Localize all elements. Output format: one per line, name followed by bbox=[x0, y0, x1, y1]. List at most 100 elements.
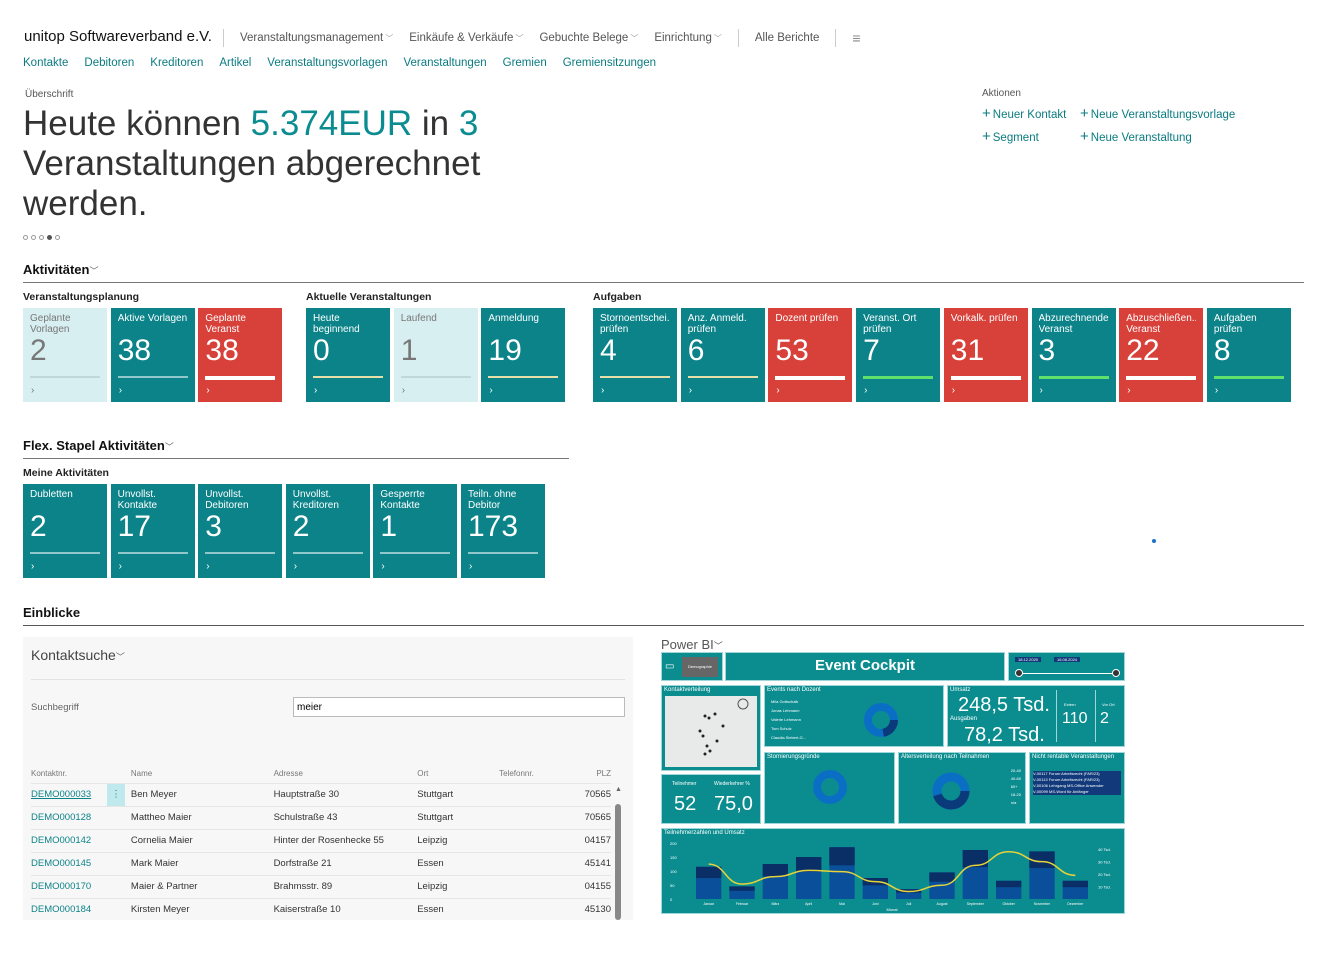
column-header[interactable]: Kontaktnr. bbox=[31, 769, 68, 779]
column-header[interactable] bbox=[107, 765, 131, 783]
headline-pager[interactable] bbox=[23, 235, 60, 240]
pager-dot-active[interactable] bbox=[47, 235, 52, 240]
contact-no-link[interactable]: DEMO000145 bbox=[31, 851, 107, 875]
subnav-link[interactable]: Kreditoren bbox=[150, 57, 204, 69]
activity-tile[interactable]: Veranst. Ort prüfen 7 › bbox=[856, 308, 941, 402]
activity-tile[interactable]: Aktive Vorlagen 38 › bbox=[110, 308, 195, 402]
contact-no-link[interactable]: DEMO000184 bbox=[31, 897, 107, 921]
hamburger-icon[interactable]: ≡ bbox=[852, 30, 861, 46]
subnav-link[interactable]: Artikel bbox=[219, 57, 252, 69]
subnav-link[interactable]: Veranstaltungen bbox=[403, 57, 487, 69]
flex-activity-tile[interactable]: Unvollst. Kontakte 17 › bbox=[110, 484, 195, 578]
row-actions-cell[interactable] bbox=[106, 874, 131, 898]
chevron-down-icon: ﹀ bbox=[385, 34, 394, 43]
action-segment[interactable]: + Segment bbox=[982, 128, 1080, 145]
tile-label: Abzuschließen... Veranst bbox=[1126, 313, 1197, 335]
date-from[interactable]: 18.12.2020 bbox=[1015, 657, 1042, 662]
comment-icon[interactable]: ▭ bbox=[665, 661, 675, 672]
flex-activity-tile[interactable]: Unvollst. Debitoren 3 › bbox=[198, 484, 283, 578]
all-reports-link[interactable]: Alle Berichte bbox=[754, 32, 820, 44]
subnav-link[interactable]: Gremiensitzungen bbox=[562, 57, 657, 69]
table-row[interactable]: DEMO000170 Maier & Partner Brahmsstr. 89… bbox=[31, 874, 611, 898]
row-actions-cell[interactable] bbox=[106, 828, 131, 852]
flex-activity-tile[interactable]: Dubletten 2 › bbox=[23, 484, 107, 578]
column-header[interactable]: Name bbox=[130, 769, 153, 779]
row-actions-cell[interactable]: ⋮ bbox=[106, 782, 131, 806]
menu-gebuchte-belege[interactable]: Gebuchte Belege ﹀ bbox=[531, 24, 646, 52]
activity-tile[interactable]: Aufgaben prüfen 8 › bbox=[1206, 308, 1291, 402]
date-to[interactable]: 16.08.2024 bbox=[1054, 657, 1081, 662]
slider-handle[interactable] bbox=[1112, 669, 1120, 677]
event-desc: MS-Word für Anfänger bbox=[1049, 789, 1089, 794]
flex-activity-tile[interactable]: Unvollst. Kreditoren 2 › bbox=[285, 484, 370, 578]
flex-section-title[interactable]: Flex. Stapel Aktivitäten﹀ bbox=[23, 438, 174, 453]
tile-label: Geplante Vorlagen bbox=[30, 313, 71, 335]
menu-einrichtung[interactable]: Einrichtung ﹀ bbox=[646, 24, 730, 52]
activity-tile[interactable]: Geplante Veranst 38 › bbox=[198, 308, 283, 402]
action-new-contact[interactable]: + Neuer Kontakt bbox=[982, 105, 1080, 122]
subnav-link[interactable]: Gremien bbox=[502, 57, 547, 69]
action-new-event-template[interactable]: + Neue Veranstaltungsvorlage bbox=[1080, 105, 1240, 122]
table-row[interactable]: DEMO000145 Mark Maier Dorfstraße 21 Esse… bbox=[31, 851, 611, 875]
contact-no-link[interactable]: DEMO000170 bbox=[31, 874, 107, 898]
subnav-link[interactable]: Kontakte bbox=[23, 57, 69, 69]
flex-activity-tile[interactable]: Teiln. ohne Debitor 173 › bbox=[461, 484, 545, 578]
column-header[interactable]: Adresse bbox=[273, 769, 303, 779]
scroll-up-icon[interactable]: ▲ bbox=[615, 786, 622, 793]
more-options-icon[interactable]: ⋮ bbox=[106, 783, 125, 806]
pager-dot[interactable] bbox=[31, 235, 36, 240]
combo-chart: 0 50 100 150 200 10 Tsd. 20 Tsd. 30 Tsd. 40 Tsd.… bbox=[670, 841, 1111, 912]
pbi-date-slicer[interactable]: 18.12.2020 16.08.2024 bbox=[1008, 652, 1125, 681]
activities-section-title[interactable]: Aktivitäten﹀ bbox=[23, 262, 98, 277]
activity-tile[interactable]: Abzurechnende Veranst 3 › bbox=[1031, 308, 1116, 402]
zip-cell: 45130 bbox=[580, 897, 611, 921]
event-desc: Forum Arbeitsrecht (FAR/23) bbox=[1048, 777, 1100, 782]
row-actions-cell[interactable] bbox=[106, 805, 131, 829]
contact-no-link[interactable]: DEMO000142 bbox=[31, 828, 107, 852]
event-no: V-00117 bbox=[1033, 771, 1048, 776]
activity-tile[interactable]: Heute beginnend 0 › bbox=[306, 308, 390, 402]
activity-tile[interactable]: Dozent prüfen 53 › bbox=[768, 308, 853, 402]
legend-item: n/a bbox=[1010, 800, 1017, 805]
activity-tile[interactable]: Laufend 1 › bbox=[393, 308, 478, 402]
flex-activity-tile[interactable]: Gesperrte Kontakte 1 › bbox=[373, 484, 458, 578]
contact-no-link[interactable]: DEMO000033 bbox=[31, 782, 107, 806]
column-header[interactable]: Telefonnr. bbox=[499, 769, 534, 779]
tile-title: Nicht rentable Veranstaltungen bbox=[1032, 754, 1115, 760]
action-new-event[interactable]: + Neue Veranstaltung bbox=[1080, 128, 1240, 145]
pager-dot[interactable] bbox=[39, 235, 44, 240]
subnav-link[interactable]: Veranstaltungsvorlagen bbox=[267, 57, 388, 69]
powerbi-title[interactable]: Power BI﹀ bbox=[661, 637, 723, 652]
menu-veranstaltungsmanagement[interactable]: Veranstaltungsmanagement ﹀ bbox=[232, 24, 401, 52]
demographie-button[interactable]: Demographie bbox=[682, 657, 718, 677]
row-actions-cell[interactable] bbox=[106, 897, 131, 921]
activity-tile[interactable]: Anmeldung 19 › bbox=[481, 308, 566, 402]
row-actions-cell[interactable] bbox=[106, 851, 131, 875]
table-row[interactable]: DEMO000184 Kirsten Meyer Kaiserstraße 10… bbox=[31, 897, 611, 921]
table-row[interactable]: DEMO000142 Cornelia Maier Hinter der Ros… bbox=[31, 828, 611, 852]
contact-no-link[interactable]: DEMO000128 bbox=[31, 805, 107, 829]
table-row[interactable]: DEMO000128 Mattheo Maier Schulstraße 43 … bbox=[31, 805, 611, 829]
pager-dot[interactable] bbox=[55, 235, 60, 240]
actions-caption: Aktionen bbox=[982, 88, 1021, 99]
contact-search-title[interactable]: Kontaktsuche﹀ bbox=[31, 647, 125, 663]
slider-handle[interactable] bbox=[1015, 669, 1023, 677]
company-name[interactable]: unitop Softwareverband e.V. bbox=[24, 28, 212, 45]
activity-tile[interactable]: Stornoentschei... prüfen 4 › bbox=[593, 308, 677, 402]
column-header[interactable]: PLZ bbox=[596, 769, 611, 779]
pager-dot[interactable] bbox=[23, 235, 28, 240]
scroll-thumb[interactable] bbox=[615, 804, 621, 920]
tile-value: 2 bbox=[30, 510, 47, 543]
table-scrollbar[interactable]: ▲ bbox=[615, 786, 622, 920]
activity-tile[interactable]: Vorkalk. prüfen 31 › bbox=[943, 308, 1028, 402]
subnav-link[interactable]: Debitoren bbox=[84, 57, 135, 69]
search-input[interactable] bbox=[293, 697, 625, 717]
activity-tile[interactable]: Abzuschließen... Veranst 22 › bbox=[1119, 308, 1204, 402]
activity-tile[interactable]: Anz. Anmeld. prüfen 6 › bbox=[680, 308, 765, 402]
table-row[interactable]: DEMO000033 ⋮ Ben Meyer Hauptstraße 30 St… bbox=[31, 782, 611, 806]
powerbi-report[interactable]: ▭ Demographie Event Cockpit 18.12.2020 1… bbox=[661, 652, 1125, 914]
activity-tile[interactable]: Geplante Vorlagen 2 › bbox=[23, 308, 107, 402]
column-header[interactable]: Ort bbox=[417, 769, 429, 779]
kpi-value: 75,0 bbox=[714, 793, 753, 815]
menu-einkaeufe-verkaeufe[interactable]: Einkäufe & Verkäufe ﹀ bbox=[401, 24, 531, 52]
